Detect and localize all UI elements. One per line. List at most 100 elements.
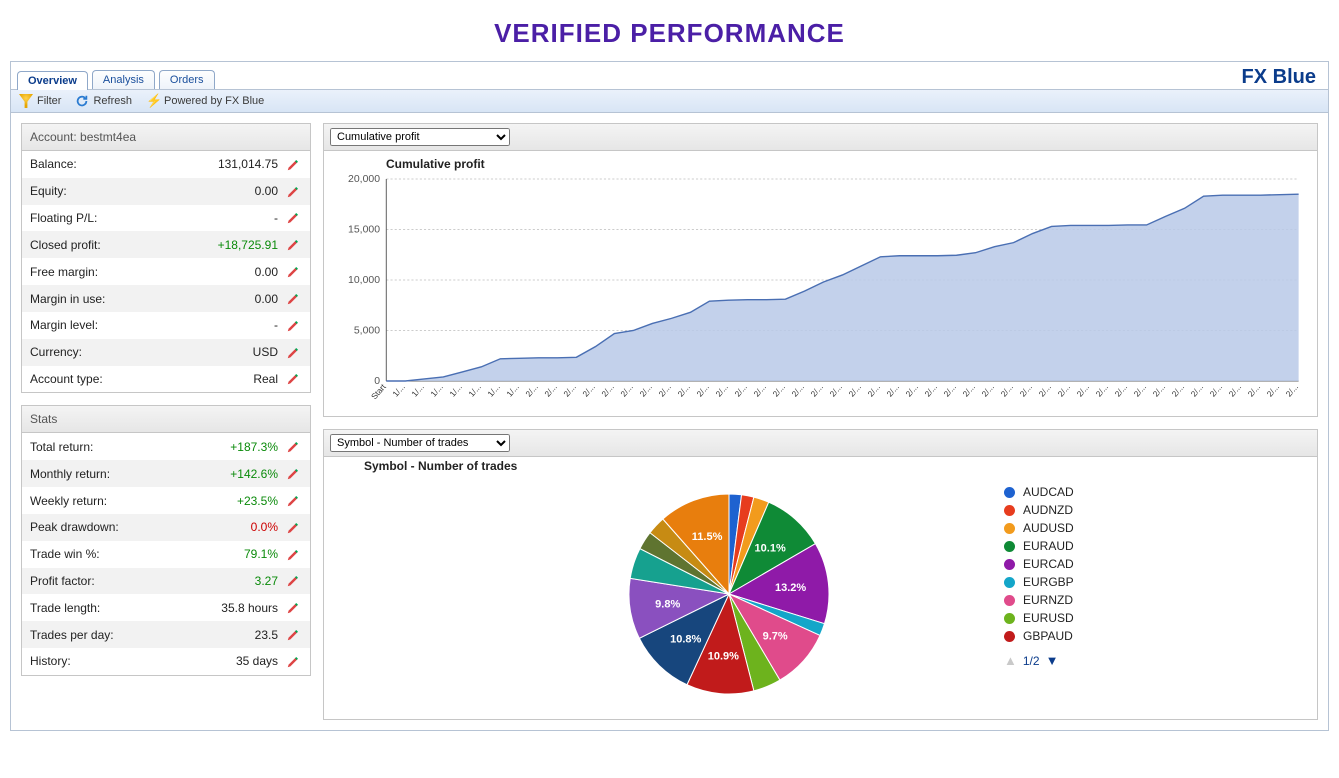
legend-swatch [1004, 523, 1015, 534]
pager-text: 1/2 [1023, 654, 1040, 668]
dashboard-panel: OverviewAnalysisOrders FX Blue Filter Re… [10, 61, 1329, 731]
svg-text:11.5%: 11.5% [692, 531, 723, 543]
edit-icon[interactable] [284, 372, 302, 387]
stats-panel: Stats Total return:+187.3%Monthly return… [21, 405, 311, 675]
edit-icon[interactable] [284, 439, 302, 454]
filter-button[interactable]: Filter [19, 94, 61, 108]
stats-label: Weekly return: [30, 494, 178, 508]
bolt-icon: ⚡ [146, 94, 160, 108]
stats-value: +142.6% [178, 467, 278, 481]
account-row: Margin level:- [22, 312, 310, 339]
svg-text:2/...: 2/... [562, 383, 578, 399]
pie-chart-title: Symbol - Number of trades [364, 459, 1317, 473]
edit-icon[interactable] [284, 157, 302, 172]
stats-row: Trades per day:23.5 [22, 621, 310, 648]
svg-text:2/...: 2/... [999, 383, 1015, 399]
edit-icon[interactable] [284, 345, 302, 360]
svg-text:2/...: 2/... [866, 383, 882, 399]
stats-row: Weekly return:+23.5% [22, 487, 310, 514]
stats-value: 23.5 [178, 628, 278, 642]
filter-icon [19, 94, 33, 108]
line-chart: 05,00010,00015,00020,000Start1/...1/...1… [334, 171, 1307, 411]
svg-text:10.1%: 10.1% [755, 543, 786, 555]
svg-text:13.2%: 13.2% [775, 582, 806, 594]
pager-next[interactable]: ▼ [1046, 653, 1059, 668]
legend-label: EURAUD [1023, 539, 1074, 553]
stats-row: Trade length:35.8 hours [22, 594, 310, 621]
refresh-button[interactable]: Refresh [75, 94, 132, 108]
edit-icon[interactable] [284, 547, 302, 562]
legend-item[interactable]: EURGBP [1004, 575, 1074, 589]
legend-item[interactable]: GBPAUD [1004, 629, 1074, 643]
account-label: Equity: [30, 184, 178, 198]
edit-icon[interactable] [284, 291, 302, 306]
edit-icon[interactable] [284, 318, 302, 333]
line-chart-selector[interactable]: Cumulative profit [330, 128, 510, 146]
svg-text:2/...: 2/... [847, 383, 863, 399]
tab-analysis[interactable]: Analysis [92, 70, 155, 89]
legend-item[interactable]: AUDCAD [1004, 485, 1074, 499]
stats-label: Monthly return: [30, 467, 178, 481]
legend-label: AUDNZD [1023, 503, 1073, 517]
tab-overview[interactable]: Overview [17, 71, 88, 90]
legend-item[interactable]: AUDUSD [1004, 521, 1074, 535]
edit-icon[interactable] [284, 493, 302, 508]
svg-text:2/...: 2/... [1227, 383, 1243, 399]
page-title: VERIFIED PERFORMANCE [0, 0, 1339, 61]
account-label: Floating P/L: [30, 211, 178, 225]
account-value: 0.00 [178, 265, 278, 279]
edit-icon[interactable] [284, 574, 302, 589]
legend-item[interactable]: EURCAD [1004, 557, 1074, 571]
legend-pager: ▲ 1/2 ▼ [1004, 653, 1074, 668]
svg-text:1/...: 1/... [410, 383, 426, 399]
svg-text:10.8%: 10.8% [670, 633, 701, 645]
edit-icon[interactable] [284, 466, 302, 481]
svg-text:10.9%: 10.9% [708, 651, 739, 663]
svg-text:2/...: 2/... [942, 383, 958, 399]
svg-text:15,000: 15,000 [348, 225, 380, 236]
powered-by-link[interactable]: ⚡ Powered by FX Blue [146, 94, 264, 108]
legend-item[interactable]: AUDNZD [1004, 503, 1074, 517]
svg-text:2/...: 2/... [524, 383, 540, 399]
pie-chart-panel: Symbol - Number of trades Symbol - Numbe… [323, 429, 1318, 720]
account-label: Currency: [30, 345, 178, 359]
tab-orders[interactable]: Orders [159, 70, 215, 89]
account-label: Margin level: [30, 318, 178, 332]
svg-text:9.7%: 9.7% [763, 630, 788, 642]
edit-icon[interactable] [284, 600, 302, 615]
stats-value: 35.8 hours [178, 601, 278, 615]
stats-row: Profit factor:3.27 [22, 568, 310, 595]
account-value: Real [178, 372, 278, 386]
legend-item[interactable]: EURAUD [1004, 539, 1074, 553]
svg-text:2/...: 2/... [904, 383, 920, 399]
svg-text:2/...: 2/... [923, 383, 939, 399]
edit-icon[interactable] [284, 237, 302, 252]
svg-text:2/...: 2/... [1208, 383, 1224, 399]
edit-icon[interactable] [284, 520, 302, 535]
svg-text:Start: Start [369, 382, 388, 401]
legend-label: AUDCAD [1023, 485, 1074, 499]
svg-text:2/...: 2/... [1094, 383, 1110, 399]
stats-label: Peak drawdown: [30, 520, 178, 534]
edit-icon[interactable] [284, 184, 302, 199]
legend-label: EURNZD [1023, 593, 1073, 607]
pager-prev[interactable]: ▲ [1004, 653, 1017, 668]
edit-icon[interactable] [284, 211, 302, 226]
svg-text:2/...: 2/... [676, 383, 692, 399]
account-label: Margin in use: [30, 292, 178, 306]
edit-icon[interactable] [284, 627, 302, 642]
account-value: 0.00 [178, 292, 278, 306]
svg-text:2/...: 2/... [961, 383, 977, 399]
legend-item[interactable]: EURUSD [1004, 611, 1074, 625]
svg-text:2/...: 2/... [771, 383, 787, 399]
stats-panel-head: Stats [22, 406, 310, 433]
edit-icon[interactable] [284, 654, 302, 669]
line-chart-title: Cumulative profit [386, 157, 1307, 171]
pie-chart-selector[interactable]: Symbol - Number of trades [330, 434, 510, 452]
svg-text:2/...: 2/... [714, 383, 730, 399]
stats-label: History: [30, 654, 178, 668]
legend-swatch [1004, 505, 1015, 516]
stats-row: Monthly return:+142.6% [22, 460, 310, 487]
legend-item[interactable]: EURNZD [1004, 593, 1074, 607]
edit-icon[interactable] [284, 264, 302, 279]
